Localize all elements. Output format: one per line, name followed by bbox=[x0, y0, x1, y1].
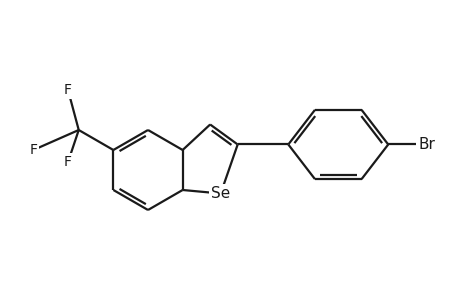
Text: F: F bbox=[29, 143, 37, 157]
Text: F: F bbox=[64, 83, 72, 97]
Text: Se: Se bbox=[211, 186, 230, 201]
Text: Br: Br bbox=[417, 137, 434, 152]
Text: F: F bbox=[64, 155, 72, 169]
